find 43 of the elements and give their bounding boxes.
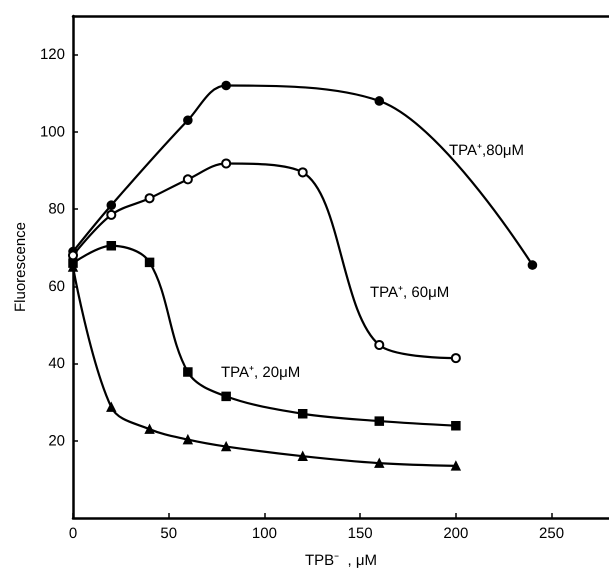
point	[374, 96, 384, 106]
point	[221, 392, 231, 402]
point	[144, 424, 154, 434]
point	[451, 420, 461, 430]
point	[183, 116, 193, 126]
point	[183, 434, 193, 444]
series-label: TPA⁺, 60μM	[370, 284, 450, 301]
point	[528, 260, 538, 270]
x-tick-label: 50	[160, 525, 178, 542]
point	[221, 80, 231, 90]
y-tick-label: 60	[48, 278, 65, 295]
y-axis-title: Fluorescence	[12, 222, 29, 312]
x-tick-label: 100	[252, 525, 277, 542]
x-tick-label: 0	[68, 525, 78, 542]
point	[221, 158, 232, 169]
x-tick-label: 250	[539, 525, 564, 542]
point	[183, 367, 193, 377]
point	[374, 458, 384, 468]
y-tick-label: 120	[40, 46, 65, 64]
y-tick-label: 100	[40, 123, 65, 140]
point	[144, 193, 155, 204]
point	[450, 353, 461, 364]
point	[106, 402, 116, 412]
x-tick-label: 200	[443, 525, 468, 542]
point	[374, 340, 384, 350]
point	[298, 408, 308, 418]
x-tick-label: 150	[348, 525, 373, 542]
point	[451, 461, 461, 471]
point	[221, 442, 231, 452]
y-tick-label: 20	[48, 432, 65, 450]
series-label: TPA⁺,80μM	[449, 142, 524, 159]
y-tick-label: 80	[48, 200, 65, 218]
point	[374, 416, 384, 426]
point	[106, 210, 116, 220]
point	[182, 174, 193, 184]
point	[106, 200, 116, 210]
point	[298, 167, 308, 178]
point	[106, 241, 116, 251]
point	[144, 258, 154, 268]
x-axis-title: TPB⁻ , μM	[305, 552, 377, 569]
y-tick-label: 40	[48, 355, 65, 372]
series-label: TPA⁺, 20μM	[221, 364, 300, 381]
point	[298, 451, 308, 461]
